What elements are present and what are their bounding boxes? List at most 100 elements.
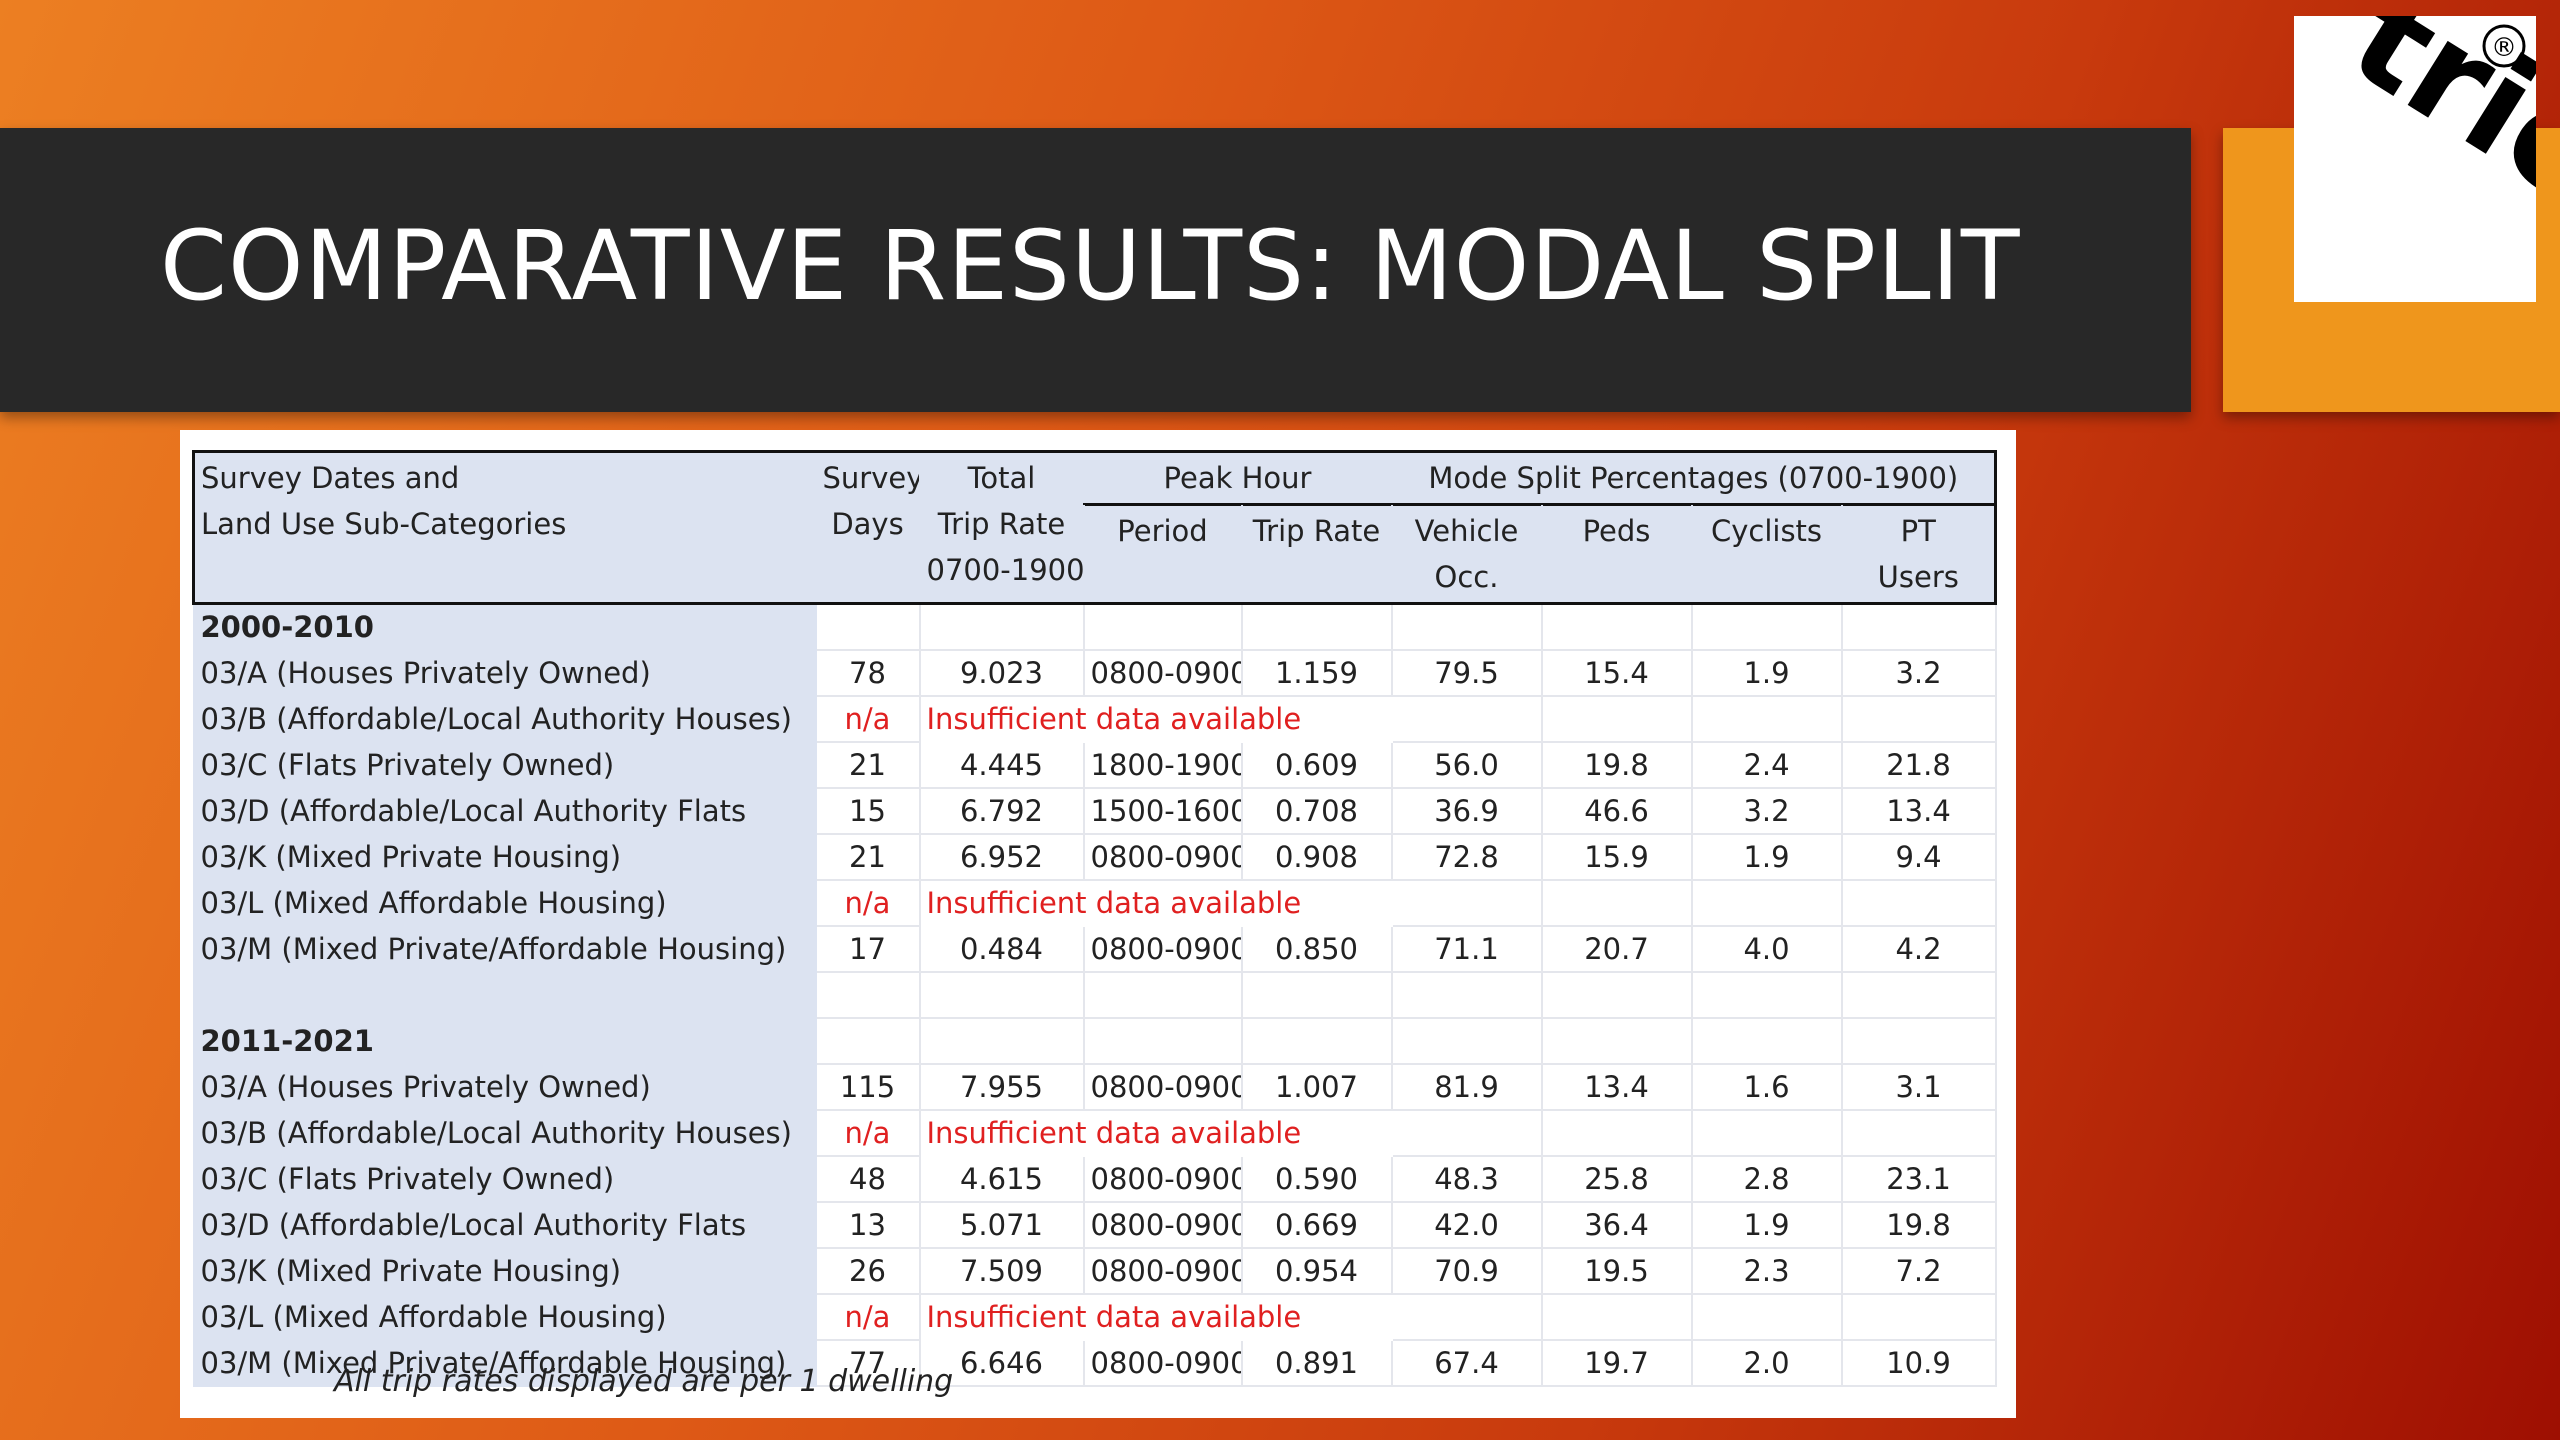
peak-trip-rate: 0.669 [1240,1201,1393,1249]
peak-period: 0800-0900 [1082,833,1243,881]
empty-cell [1690,695,1843,743]
spacer-row [192,971,1997,1019]
cyclists: 1.6 [1690,1063,1843,1111]
vehicle-occ: 79.5 [1390,649,1543,697]
total-trip-rate: 7.955 [918,1063,1085,1111]
land-use-category: 03/K (Mixed Private Housing) [192,1247,817,1295]
peak-trip-rate: 0.908 [1240,833,1393,881]
total-trip-rate: 6.952 [918,833,1085,881]
table-row: 03/A (Houses Privately Owned) 78 9.023 0800… [192,649,1997,697]
header-pt-users: PT Users [1840,503,1997,605]
empty-cell [1082,602,1243,651]
insufficient-data-message: Insufficient data available [918,695,1393,743]
table-row: 03/L (Mixed Affordable Housing) n/a Insuff… [192,879,1997,927]
cyclists: 2.3 [1690,1247,1843,1295]
peds: 13.4 [1540,1063,1693,1111]
insufficient-data-message: Insufficient data available [918,1109,1393,1157]
vehicle-occ: 48.3 [1390,1155,1543,1203]
land-use-category: 03/C (Flats Privately Owned) [192,741,817,789]
survey-days: 77 [814,1339,921,1387]
total-trip-rate: 7.509 [918,1247,1085,1295]
survey-days: 17 [814,925,921,973]
vehicle-occ: 67.4 [1390,1339,1543,1387]
empty-cell [1690,602,1843,651]
empty-cell [1690,879,1843,927]
cyclists: 1.9 [1690,833,1843,881]
land-use-category: 03/M (Mixed Private/Affordable Housing) [192,925,817,973]
empty-cell [1240,602,1393,651]
survey-days: 26 [814,1247,921,1295]
empty-cell [1690,1293,1843,1341]
table-row: 03/C (Flats Privately Owned) 21 4.445 1800-… [192,741,1997,789]
spacer-cell [814,971,921,1019]
table-row: 03/L (Mixed Affordable Housing) n/a Insuff… [192,1293,1997,1341]
peak-trip-rate: 1.159 [1240,649,1393,697]
cyclists: 2.4 [1690,741,1843,789]
spacer-cell [918,971,1085,1019]
total-trip-rate: 9.023 [918,649,1085,697]
peds: 46.6 [1540,787,1693,835]
peds: 25.8 [1540,1155,1693,1203]
peak-period: 0800-0900 [1082,649,1243,697]
table-row: 03/M (Mixed Private/Affordable Housing) 1… [192,925,1997,973]
peak-trip-rate: 0.954 [1240,1247,1393,1295]
footnote: All trip rates displayed are per 1 dwell… [334,1364,954,1399]
land-use-category: 03/K (Mixed Private Housing) [192,833,817,881]
peak-trip-rate: 0.708 [1240,787,1393,835]
spacer-cell [1240,971,1393,1019]
land-use-category: 03/A (Houses Privately Owned) [192,649,817,697]
land-use-category: 03/C (Flats Privately Owned) [192,1155,817,1203]
table-row: 03/B (Affordable/Local Authority Houses)… [192,695,1997,743]
peak-trip-rate: 0.590 [1240,1155,1393,1203]
empty-cell [918,1017,1085,1065]
land-use-category: 03/D (Affordable/Local Authority Flats [192,787,817,835]
peak-period: 0800-0900 [1082,925,1243,973]
land-use-category: 03/A (Houses Privately Owned) [192,1063,817,1111]
land-use-category: 03/B (Affordable/Local Authority Houses) [192,695,817,743]
header-peak-hour: Peak Hour [1082,450,1393,506]
header-peds: Peds [1540,503,1693,605]
pt-users: 10.9 [1840,1339,1997,1387]
table-row: 03/K (Mixed Private Housing) 26 7.509 0800-… [192,1247,1997,1295]
empty-cell [918,602,1085,651]
pt-users: 19.8 [1840,1201,1997,1249]
empty-cell [1540,1109,1693,1157]
spacer-cell [1390,971,1543,1019]
spacer-cell [192,971,817,1019]
pt-users: 4.2 [1840,925,1997,973]
survey-days: 78 [814,649,921,697]
table-row: 03/C (Flats Privately Owned) 48 4.615 0800-… [192,1155,1997,1203]
registered-mark: ® [2491,33,2517,63]
spacer-cell [1082,971,1243,1019]
header-mode-split: Mode Split Percentages (0700-1900) [1390,450,1997,506]
empty-cell [1840,879,1997,927]
vehicle-occ: 71.1 [1390,925,1543,973]
pt-users: 7.2 [1840,1247,1997,1295]
empty-cell [1390,695,1543,743]
peak-period: 0800-0900 [1082,1063,1243,1111]
land-use-category: 03/L (Mixed Affordable Housing) [192,879,817,927]
empty-cell [1540,1293,1693,1341]
spacer-cell [1840,971,1997,1019]
survey-days: n/a [814,1293,921,1341]
cyclists: 3.2 [1690,787,1843,835]
peds: 15.9 [1540,833,1693,881]
total-trip-rate: 0.484 [918,925,1085,973]
peak-trip-rate: 0.609 [1240,741,1393,789]
insufficient-data-message: Insufficient data available [918,879,1393,927]
modal-split-table: Survey Dates and Land Use Sub-Categories… [192,450,1997,1387]
land-use-category: 03/B (Affordable/Local Authority Houses) [192,1109,817,1157]
table-row: 03/D (Affordable/Local Authority Flats 15… [192,787,1997,835]
peak-period: 1500-1600 [1082,787,1243,835]
empty-cell [1082,1017,1243,1065]
land-use-category: 03/D (Affordable/Local Authority Flats [192,1201,817,1249]
table-row: 03/B (Affordable/Local Authority Houses)… [192,1109,1997,1157]
cyclists: 4.0 [1690,925,1843,973]
group-header-row: 2011-2021 [192,1017,1997,1065]
spacer-cell [1540,971,1693,1019]
survey-days: 115 [814,1063,921,1111]
empty-cell [1390,602,1543,651]
empty-cell [1390,1293,1543,1341]
empty-cell [1540,602,1693,651]
land-use-category: 03/L (Mixed Affordable Housing) [192,1293,817,1341]
